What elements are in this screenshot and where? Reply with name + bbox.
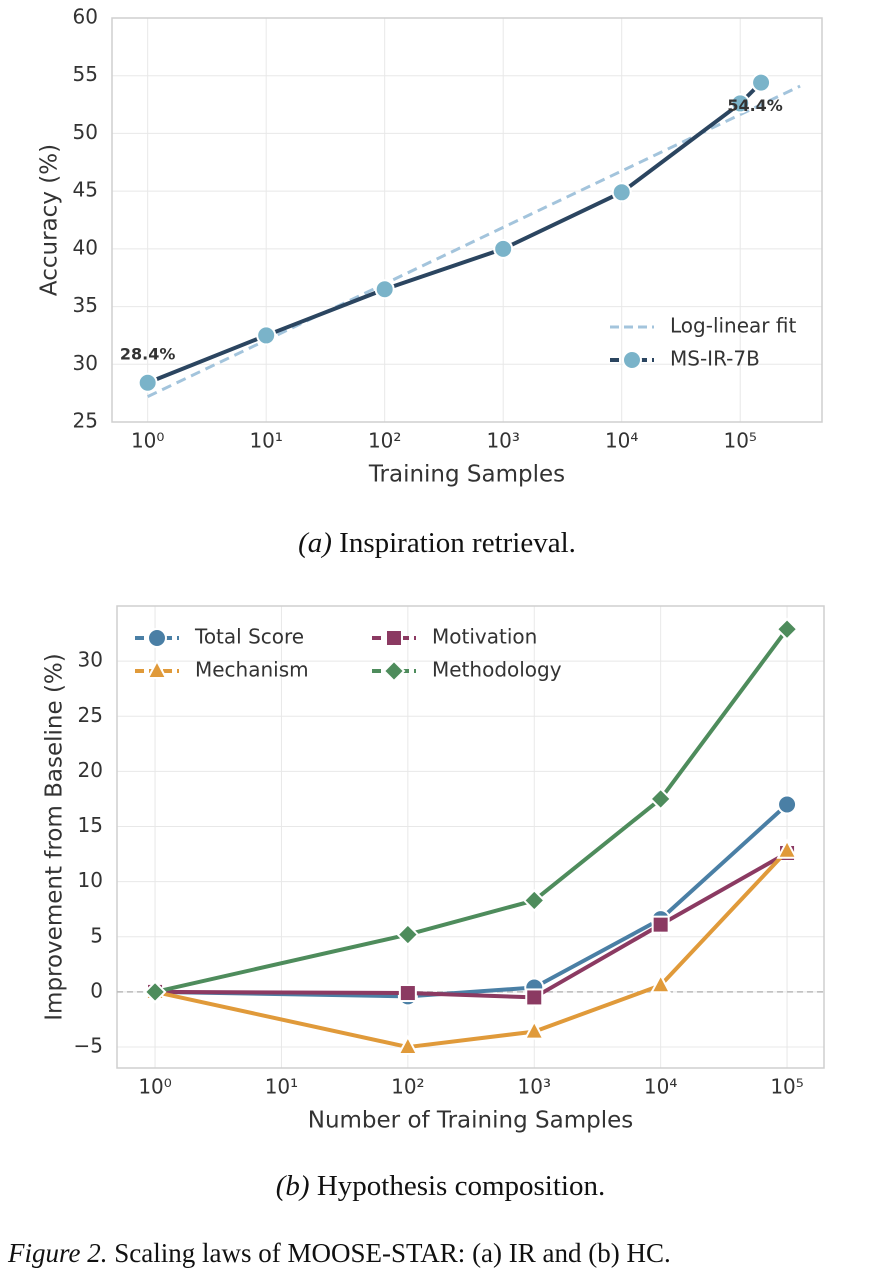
marker [523, 1019, 545, 1040]
x-tick-label: 10⁵ [723, 429, 756, 453]
legend-marker [382, 659, 406, 683]
marker [493, 238, 514, 259]
y-tick-label: 30 [73, 351, 98, 375]
y-tick-label: −5 [74, 1034, 103, 1058]
plot-frame [111, 17, 823, 423]
marker [649, 787, 673, 811]
y-tick-label: 15 [78, 813, 103, 837]
chart-caption: (b) Hypothesis composition. [276, 1170, 605, 1202]
value-label: 54.4% [727, 96, 783, 115]
legend-marker [385, 629, 403, 647]
figure-caption-label: Figure 2. [7, 1238, 107, 1268]
marker [374, 279, 395, 300]
y-tick-label: 30 [78, 648, 103, 672]
marker [398, 984, 417, 1003]
x-tick-label: 10⁵ [770, 1075, 803, 1099]
marker [525, 988, 544, 1007]
y-tick-label: 10 [78, 868, 103, 892]
marker [649, 973, 672, 994]
marker [611, 182, 632, 203]
caption-text: Inspiration retrieval. [332, 527, 576, 559]
x-tick-label: 10⁴ [644, 1075, 677, 1099]
plot-area [112, 18, 822, 422]
marker [256, 325, 277, 346]
legend-marker [622, 350, 642, 370]
legend-label: Methodology [432, 658, 562, 682]
x-tick-label: 10³ [486, 429, 519, 453]
y-tick-label: 35 [73, 293, 98, 317]
x-tick-label: 10⁰ [138, 1075, 171, 1099]
caption-text: Hypothesis composition. [310, 1170, 606, 1202]
marker [137, 372, 158, 393]
legend-label: Motivation [432, 625, 537, 649]
value-label: 28.4% [120, 344, 176, 363]
y-tick-label: 20 [78, 758, 103, 782]
y-tick-label: 60 [73, 5, 98, 29]
y-tick-label: 55 [73, 62, 98, 86]
legend-label: Mechanism [195, 658, 309, 682]
y-axis-label: Improvement from Baseline (%) [42, 653, 68, 1021]
y-tick-label: 40 [73, 235, 98, 259]
x-tick-label: 10² [368, 429, 401, 453]
x-tick-label: 10³ [518, 1075, 551, 1099]
x-tick-label: 10² [391, 1075, 424, 1099]
y-tick-label: 25 [78, 703, 103, 727]
caption-label: (b) [276, 1170, 310, 1202]
series-line [147, 84, 801, 398]
y-tick-label: 0 [90, 978, 103, 1002]
marker [776, 838, 798, 859]
legend-label: Total Score [194, 625, 304, 649]
x-tick-label: 10¹ [265, 1075, 298, 1099]
legend-marker [147, 628, 167, 648]
legend-label: MS-IR-7B [670, 347, 760, 371]
marker [730, 93, 751, 114]
marker [397, 1034, 419, 1056]
x-tick-label: 10¹ [249, 429, 282, 453]
chart-caption: (a) Inspiration retrieval. [298, 527, 576, 559]
y-tick-label: 5 [90, 923, 103, 947]
legend-label: Log-linear fit [670, 314, 796, 338]
x-tick-label: 10⁴ [605, 429, 638, 453]
plot-frame [116, 605, 825, 1069]
marker [143, 980, 167, 1004]
caption-label: (a) [298, 527, 332, 559]
marker [522, 888, 546, 912]
marker [396, 923, 420, 946]
x-axis-label: Training Samples [368, 462, 565, 488]
y-axis-label: Accuracy (%) [37, 144, 63, 296]
y-tick-label: 25 [73, 409, 98, 433]
figure-caption-text: Scaling laws of MOOSE-STAR: (a) IR and (… [114, 1238, 671, 1268]
figure-caption: Figure 2. Scaling laws of MOOSE-STAR: (a… [7, 1238, 671, 1268]
marker [751, 72, 772, 93]
x-axis-label: Number of Training Samples [308, 1108, 633, 1134]
legend-marker [146, 658, 168, 679]
marker [777, 794, 798, 815]
y-tick-label: 50 [73, 120, 98, 144]
marker [775, 617, 799, 641]
marker [651, 915, 670, 934]
x-tick-label: 10⁰ [131, 429, 164, 453]
y-tick-label: 45 [73, 178, 98, 202]
